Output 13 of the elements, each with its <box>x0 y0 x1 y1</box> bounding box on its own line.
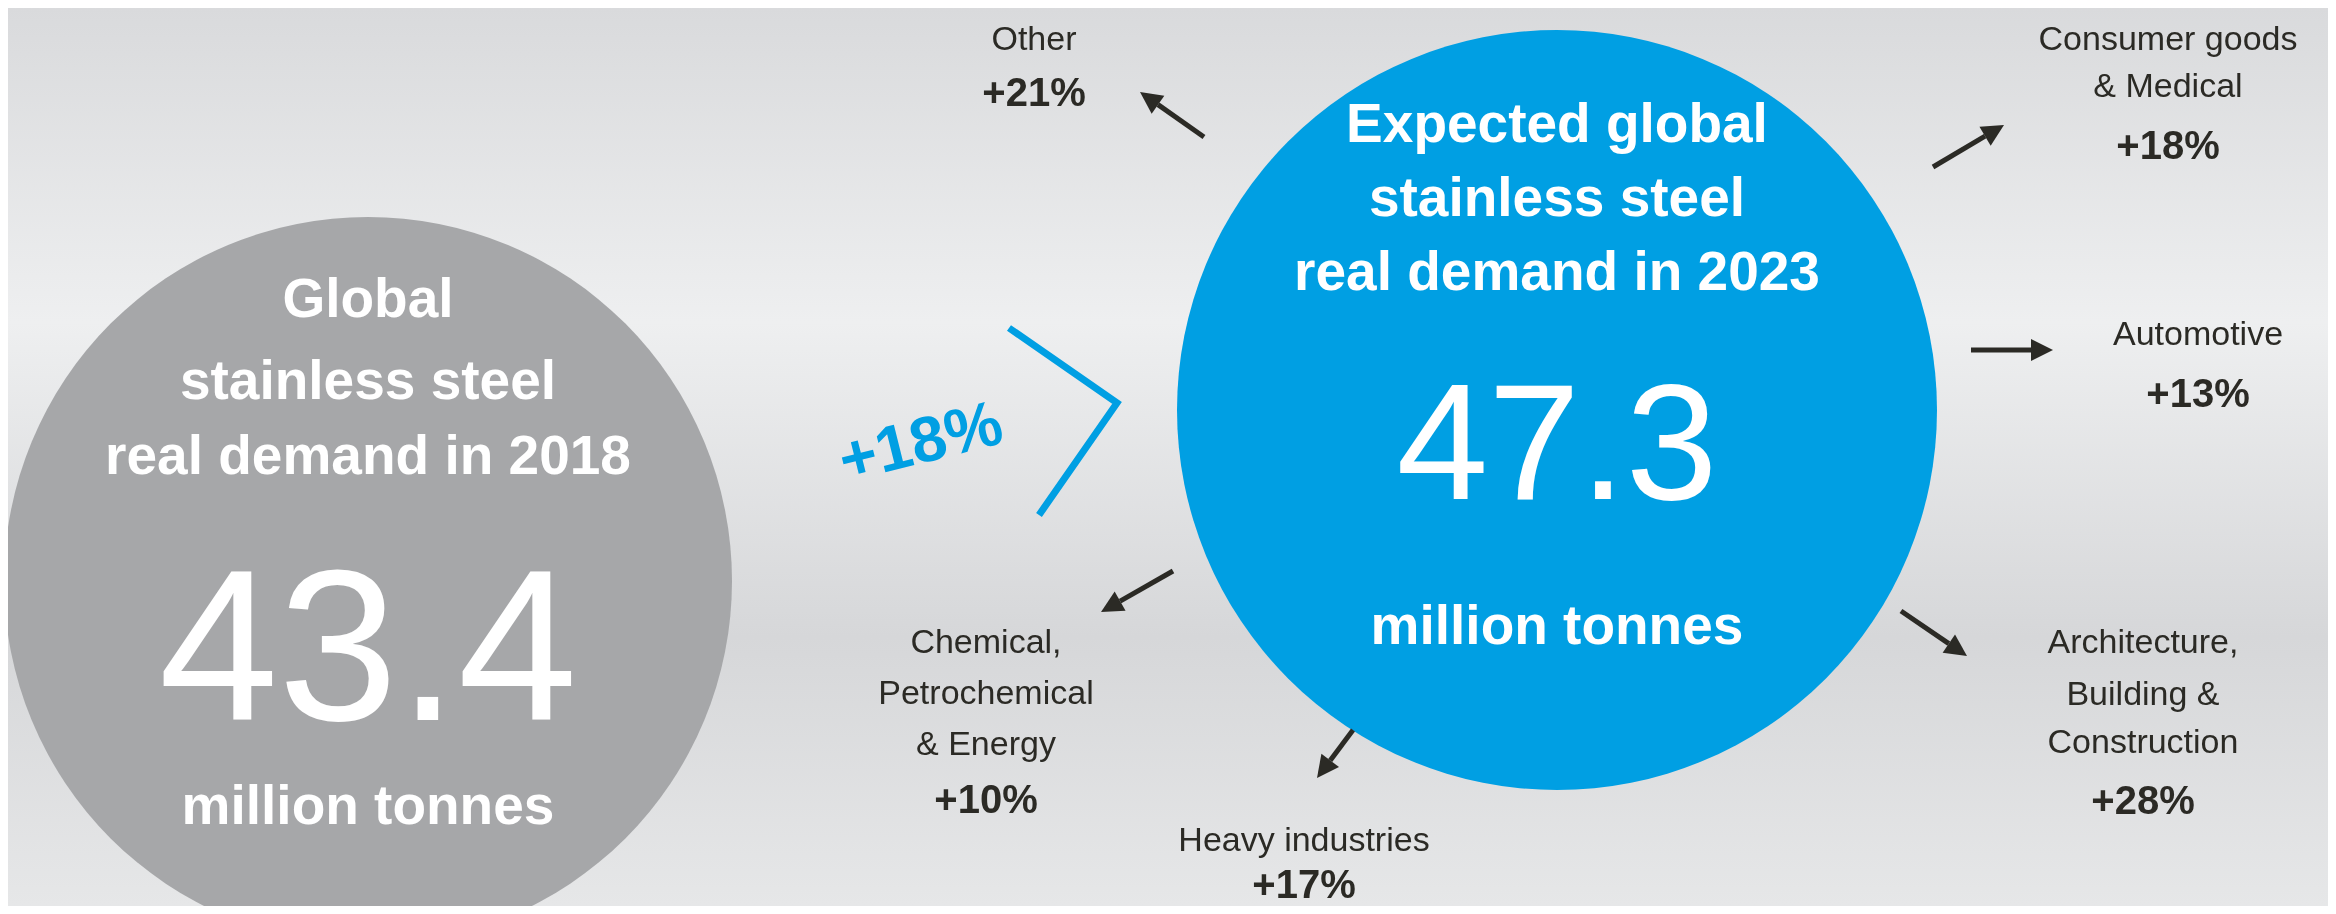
text: Chemical, Petrochemical & Energy +10% <box>878 622 1094 821</box>
text: million tonnes <box>1370 594 1744 656</box>
category-label: Global stainless steel real demand in 2018 <box>105 267 631 486</box>
text: Consumer goods & Medical +18% <box>2038 19 2298 167</box>
category-label: Expected global stainless steel real demand in 2023 <box>1294 92 1820 302</box>
text: Other +21% <box>982 19 1086 114</box>
text: +18% <box>831 386 1010 496</box>
data-label: 43.4 <box>158 525 578 766</box>
text: Architecture, Building & Construction +28% <box>2047 622 2239 822</box>
text: million tonnes <box>181 774 555 836</box>
text: Heavy industries +17% <box>1178 820 1430 906</box>
data-label: 47.3 <box>1396 350 1718 534</box>
text: Automotive +13% <box>2112 314 2284 415</box>
